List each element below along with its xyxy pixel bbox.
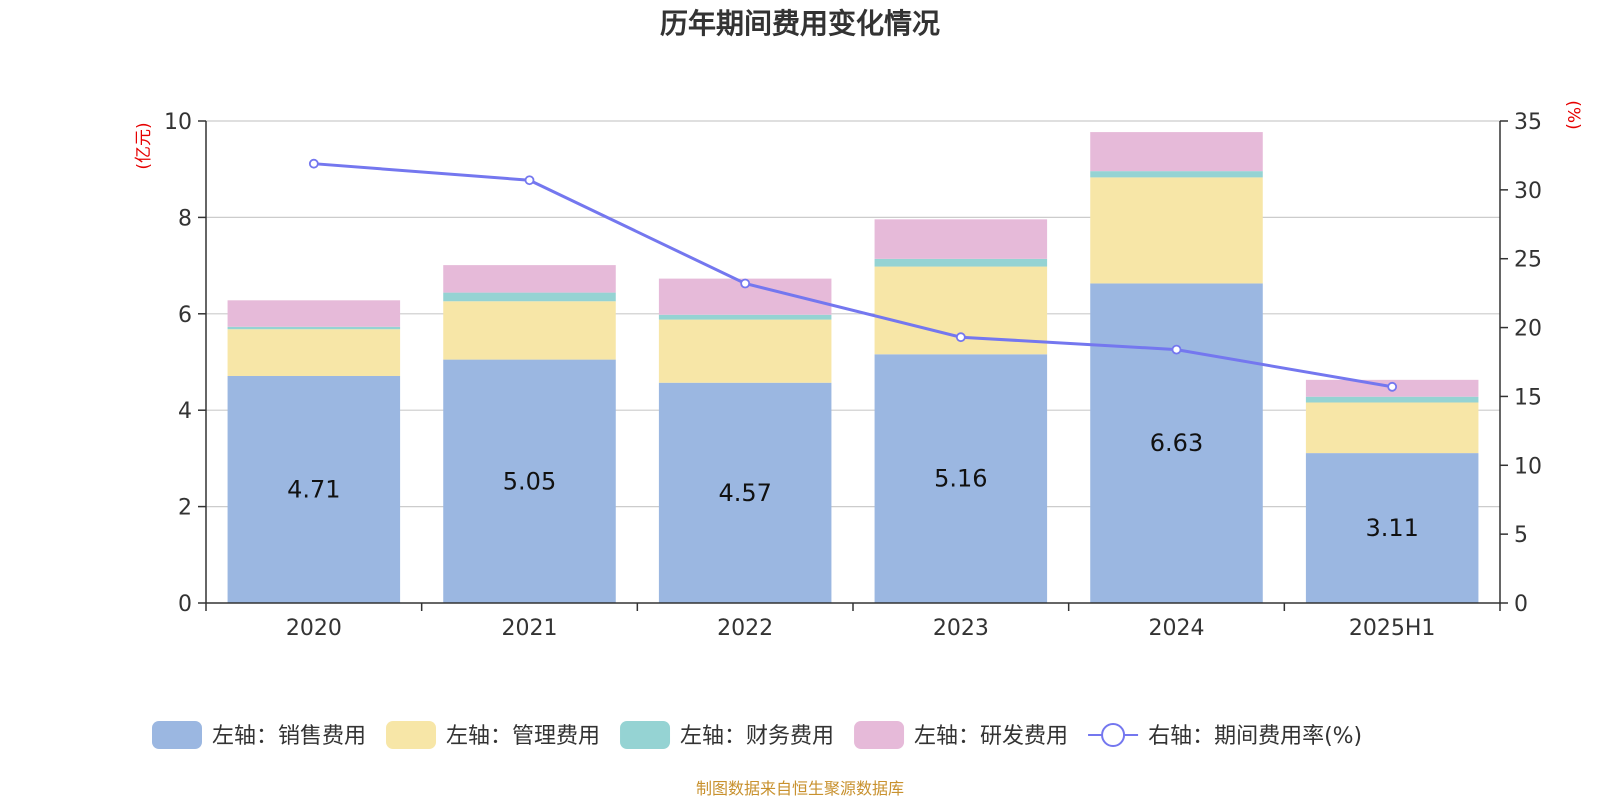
rate-point [740,278,751,289]
legend-label-sales: 左轴：销售费用 [212,724,366,749]
bar-admin [1090,177,1263,284]
bar-finance [443,292,616,302]
bar-rd [1090,132,1263,172]
bar-admin [227,329,401,376]
x-axis-tick-label: 2023 [933,616,989,641]
rate-point [308,158,319,169]
x-axis-tick-label: 2021 [502,616,558,641]
legend: 左轴：销售费用 左轴：管理费用 左轴：财务费用 左轴：研发费用 右轴：期间费用率(%) [152,721,1362,749]
right-axis-unit: (%) [1563,100,1583,129]
bar-rd [227,300,401,327]
legend-marker-rate [1101,723,1126,747]
right-axis-tick-label: 20 [1514,317,1542,342]
bar-finance [1305,396,1479,403]
right-axis-tick-label: 30 [1514,179,1542,204]
x-axis-tick-label: 2020 [286,616,342,641]
bar-admin [443,301,616,360]
x-axis-tick-label: 2022 [717,616,773,641]
right-axis-tick-label: 10 [1514,454,1542,479]
right-axis-tick-label: 5 [1514,523,1528,548]
x-axis-tick-label: 2024 [1149,616,1205,641]
axes: 0 2 4 6 8 10 0 5 10 15 20 25 30 35 2020 2021 2022 2023 202… [164,110,1542,641]
bars [227,132,1479,603]
right-axis-tick-label: 15 [1514,385,1542,410]
x-axis-tick-label: 2025H1 [1349,616,1436,641]
bar-sales [1090,283,1263,603]
right-axis-tick-label: 25 [1514,248,1542,273]
bar-value-label: 5.05 [503,467,556,495]
source-note: 制图数据来自恒生聚源数据库 [696,779,904,798]
bar-value-label: 5.16 [934,465,987,493]
legend-swatch-rd [854,721,905,749]
bar-finance [874,258,1048,267]
bar-finance [658,314,832,320]
data-labels: 4.71 5.05 4.57 5.16 6.63 3.11 [287,429,1419,542]
bar-admin [658,319,832,383]
left-axis-tick-label: 8 [178,206,192,231]
bar-admin [1305,402,1479,454]
bar-value-label: 6.63 [1150,429,1203,457]
left-axis-tick-label: 0 [178,592,192,617]
left-axis-tick-label: 10 [164,110,192,135]
legend-label-rd: 左轴：研发费用 [914,724,1068,749]
bar-rd [443,265,616,293]
bar-sales [658,382,832,603]
chart-title: 历年期间费用变化情况 [660,7,940,40]
right-axis-tick-label: 0 [1514,592,1528,617]
bar-value-label: 4.71 [287,475,340,503]
left-axis-unit: (亿元) [134,122,154,169]
gridlines [206,120,1500,508]
legend-label-admin: 左轴：管理费用 [446,724,600,749]
bar-finance [1090,171,1263,178]
right-axis-tick-label: 35 [1514,110,1542,135]
left-axis-tick-label: 4 [178,399,192,424]
rate-point [1171,344,1182,355]
rate-point [955,332,966,343]
bar-value-label: 4.57 [718,479,771,507]
bar-finance [227,326,401,330]
bar-sales [1305,453,1479,603]
legend-swatch-finance [620,721,671,749]
bar-rd [874,219,1048,259]
rate-point [1387,381,1398,392]
rate-line [308,158,1398,392]
bar-sales [227,375,401,603]
bar-sales [443,359,616,603]
left-axis-tick-label: 2 [178,496,192,521]
legend-label-rate: 右轴：期间费用率(%) [1148,724,1362,749]
rate-line-path [313,162,1393,389]
legend-label-finance: 左轴：财务费用 [680,724,834,749]
legend-swatch-admin [386,721,437,749]
bar-value-label: 3.11 [1365,514,1418,542]
left-axis-tick-label: 6 [178,303,192,328]
legend-swatch-sales [152,721,202,749]
bar-sales [874,354,1048,603]
rate-point [524,175,535,186]
